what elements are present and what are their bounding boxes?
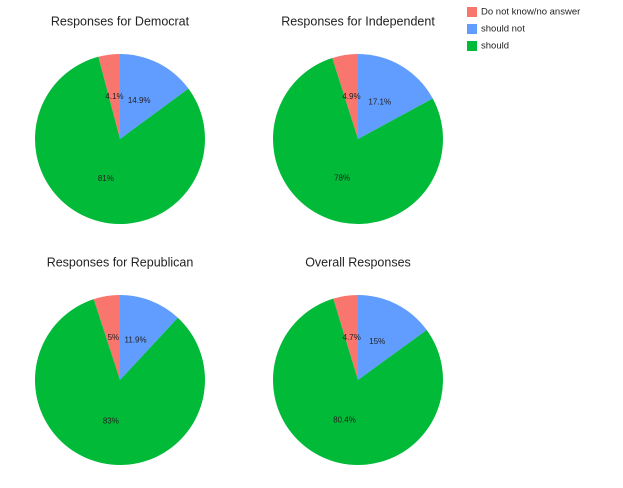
pie-slice (332, 54, 358, 139)
data-label: 17.1% (368, 98, 391, 107)
chart-title: Overall Responses (305, 255, 411, 269)
data-label: 4.1% (105, 92, 123, 101)
legend-label: should (481, 41, 509, 52)
chart-title: Responses for Democrat (51, 14, 190, 28)
pie-slice (35, 56, 205, 225)
data-label: 14.9% (128, 96, 151, 105)
chart-title: Responses for Republican (47, 255, 194, 269)
data-label: 81% (98, 174, 114, 183)
data-label: 78% (334, 174, 350, 183)
chart-title: Responses for Independent (281, 14, 435, 28)
data-label: 15% (369, 337, 385, 346)
pie-slice (34, 299, 205, 465)
pie-slice (120, 54, 189, 139)
pie-slice (120, 295, 178, 380)
pie-slice (358, 295, 427, 380)
data-label: 4.9% (342, 92, 360, 101)
legend-label: should not (481, 24, 525, 35)
legend-swatch (467, 41, 477, 51)
data-label: 4.7% (343, 333, 361, 342)
data-label: 5% (108, 333, 120, 342)
pie-slice (272, 298, 443, 466)
legend-swatch (467, 7, 477, 17)
data-label: 11.9% (124, 336, 146, 345)
pie-slice (358, 54, 433, 139)
data-label: 83% (103, 417, 119, 426)
legend-swatch (467, 24, 477, 34)
pie-slice (333, 295, 358, 380)
legend-label: Do not know/no answer (481, 7, 580, 18)
pie-slice (98, 54, 120, 139)
data-label: 80.4% (333, 415, 356, 424)
pie-slice (93, 295, 120, 380)
pie-slice (273, 57, 444, 224)
